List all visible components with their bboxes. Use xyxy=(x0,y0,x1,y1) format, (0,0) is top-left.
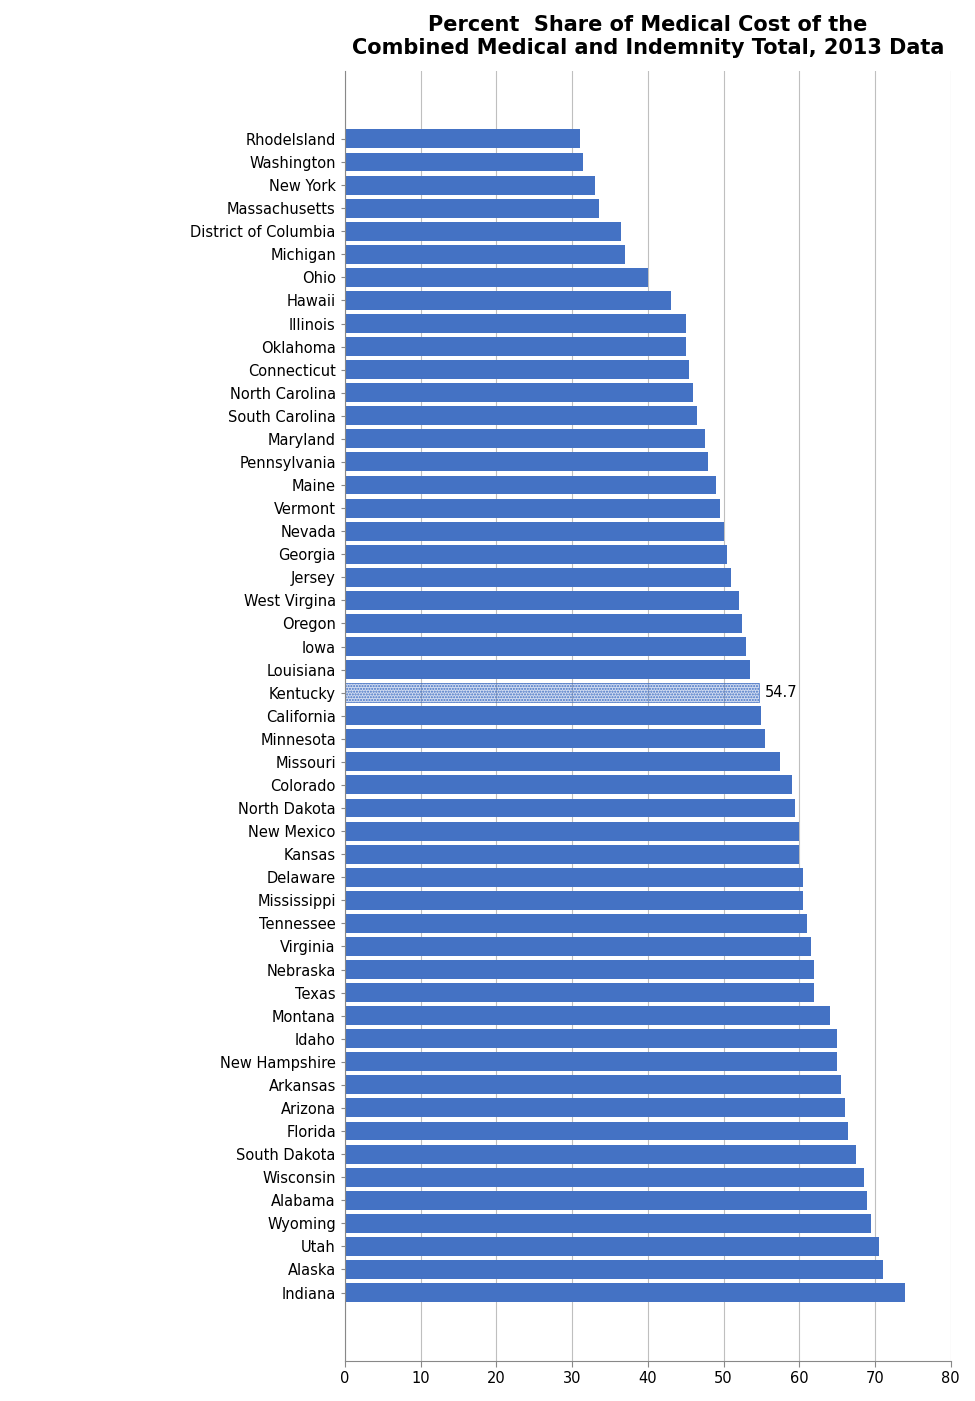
Bar xyxy=(345,776,792,794)
Bar xyxy=(345,799,796,817)
Bar xyxy=(345,1076,840,1094)
Bar xyxy=(345,545,727,563)
Bar xyxy=(345,453,709,471)
Bar xyxy=(345,338,685,356)
Bar xyxy=(345,1122,848,1140)
Bar xyxy=(345,614,742,633)
Bar xyxy=(345,1167,864,1187)
Bar xyxy=(345,1030,838,1048)
Bar xyxy=(345,1145,856,1164)
Bar xyxy=(345,406,697,426)
Bar xyxy=(345,867,803,887)
Bar xyxy=(345,314,685,333)
Bar xyxy=(345,984,814,1002)
Bar xyxy=(345,821,800,841)
Bar xyxy=(345,268,647,287)
Bar xyxy=(345,521,723,541)
Bar xyxy=(345,1098,844,1118)
Bar xyxy=(345,591,739,609)
Bar xyxy=(345,960,814,979)
Bar xyxy=(345,1283,905,1302)
Bar xyxy=(345,199,599,217)
Bar xyxy=(345,129,580,149)
Bar xyxy=(345,1259,882,1279)
Bar xyxy=(345,891,803,909)
Bar xyxy=(345,1213,872,1233)
Bar xyxy=(345,1237,878,1255)
Bar xyxy=(345,845,800,863)
Bar xyxy=(345,1052,838,1072)
Text: 54.7: 54.7 xyxy=(765,685,798,700)
Bar xyxy=(345,291,671,310)
Bar xyxy=(345,660,750,679)
Bar xyxy=(345,1191,868,1209)
Bar xyxy=(345,913,807,933)
Bar xyxy=(345,937,810,955)
Bar xyxy=(345,567,731,587)
Bar xyxy=(345,153,583,171)
Bar xyxy=(345,684,760,702)
Bar xyxy=(345,475,716,495)
Bar xyxy=(345,245,625,263)
Bar xyxy=(345,637,746,656)
Bar xyxy=(345,384,693,402)
Bar xyxy=(345,499,720,517)
Bar xyxy=(345,706,761,726)
Title: Percent  Share of Medical Cost of the
Combined Medical and Indemnity Total, 2013: Percent Share of Medical Cost of the Com… xyxy=(352,15,944,59)
Bar xyxy=(345,221,621,241)
Bar xyxy=(345,175,595,195)
Bar xyxy=(345,730,765,748)
Bar xyxy=(345,752,780,772)
Bar xyxy=(345,430,705,448)
Bar xyxy=(345,1006,830,1026)
Bar xyxy=(345,684,760,702)
Bar xyxy=(345,360,689,380)
